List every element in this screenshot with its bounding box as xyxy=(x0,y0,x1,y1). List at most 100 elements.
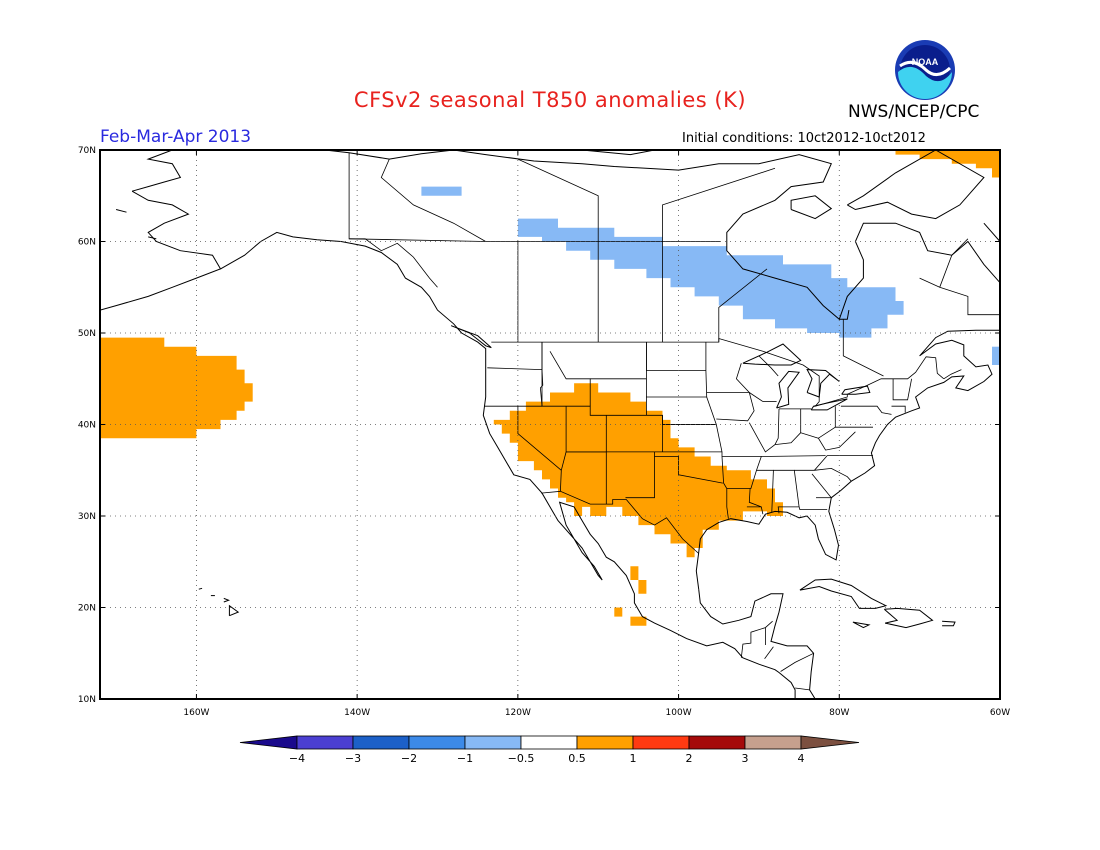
coastline-layer xyxy=(100,150,1058,699)
coastline xyxy=(1006,318,1058,363)
political-border xyxy=(549,351,591,407)
political-border xyxy=(625,451,655,499)
longitude-tick-label: 100W xyxy=(666,708,692,718)
colorbar-segment xyxy=(576,735,634,750)
coastline xyxy=(115,209,127,213)
coastline xyxy=(533,150,655,156)
political-border xyxy=(919,277,940,288)
map-panel: 70N 60N 50N 40N 30N 20N 10N 160W 140W 120W 100W 80W… xyxy=(78,146,1058,718)
longitude-tick-label: 80W xyxy=(829,708,849,718)
colorbar-segment xyxy=(520,735,578,750)
axis-tick-layer: 70N 60N 50N 40N 30N 20N 10N 160W 140W 120W 100W 80W… xyxy=(78,146,1010,718)
political-border xyxy=(380,158,486,242)
coastline xyxy=(451,325,492,349)
colorbar-label: 0.5 xyxy=(568,752,586,765)
political-border xyxy=(705,342,729,519)
colorbar-arrow-high xyxy=(800,735,860,750)
political-border xyxy=(891,405,906,413)
coastline xyxy=(228,604,240,617)
political-border xyxy=(662,167,776,242)
political-border xyxy=(748,488,762,508)
political-border xyxy=(541,490,699,554)
coastline xyxy=(698,589,816,699)
colorbar-label: −1 xyxy=(457,752,473,765)
coastline xyxy=(776,370,801,409)
coastline xyxy=(148,236,157,240)
coastline xyxy=(839,310,850,320)
political-border xyxy=(718,268,768,343)
longitude-tick-label: 120W xyxy=(505,708,531,718)
initial-conditions: Initial conditions: 10ct2012-10ct2012 xyxy=(682,131,926,146)
colorbar-label: −3 xyxy=(345,752,361,765)
political-border xyxy=(560,406,567,492)
coastline xyxy=(883,607,934,629)
greenland-warm-region xyxy=(895,150,1000,178)
coastline xyxy=(841,385,871,395)
latitude-tick-label: 70N xyxy=(78,146,96,156)
political-border xyxy=(764,646,774,659)
political-border xyxy=(892,378,912,401)
colorbar-label: 4 xyxy=(798,752,805,765)
coastline xyxy=(942,620,956,627)
latitude-tick-label: 40N xyxy=(78,421,96,431)
colorbar-segment xyxy=(632,735,690,750)
political-border xyxy=(654,456,723,484)
political-border xyxy=(834,406,873,428)
coastline xyxy=(806,369,840,398)
latitude-tick-label: 60N xyxy=(78,238,96,248)
political-border xyxy=(539,369,544,407)
colorbar-segment xyxy=(688,735,746,750)
canada-cool-region xyxy=(517,218,904,338)
political-border xyxy=(590,451,607,505)
political-border xyxy=(746,506,764,515)
colorbar-label: 2 xyxy=(686,752,693,765)
political-border xyxy=(517,406,562,471)
coastline xyxy=(223,597,231,603)
mexico-pacific-warm-1-region xyxy=(630,566,647,594)
colorbar: −4 −3 −2 −1 −0.5 0.5 1 2 3 4 xyxy=(239,735,860,765)
map-frame xyxy=(99,149,1001,700)
colorbar-segment xyxy=(352,735,410,750)
political-border xyxy=(842,319,884,377)
political-border xyxy=(773,469,800,514)
political-border xyxy=(749,392,764,402)
political-border xyxy=(756,469,774,513)
colorbar-label: −2 xyxy=(401,752,417,765)
coastline xyxy=(198,587,203,590)
colorbar-label: 3 xyxy=(742,752,749,765)
mexico-pacific-warm-2-region xyxy=(614,607,623,617)
political-border xyxy=(798,506,828,510)
political-border xyxy=(716,363,755,422)
coastline xyxy=(810,398,848,411)
north-pacific-warm-region xyxy=(100,337,253,439)
western-us-mexico-warm-region xyxy=(493,383,783,558)
colorbar-label: 1 xyxy=(630,752,637,765)
political-border xyxy=(774,432,801,445)
longitude-tick-label: 160W xyxy=(183,708,209,718)
political-border xyxy=(541,342,717,425)
latitude-tick-label: 50N xyxy=(78,329,96,339)
political-border xyxy=(758,355,779,377)
coastline xyxy=(799,578,888,609)
political-border xyxy=(748,408,780,453)
political-border xyxy=(943,369,962,380)
political-border xyxy=(517,158,599,242)
coastline xyxy=(100,190,222,311)
political-border xyxy=(348,152,438,288)
mexico-pacific-warm-3-region xyxy=(630,616,647,626)
colorbar-arrow-low xyxy=(239,735,298,750)
political-border xyxy=(840,405,892,415)
coastline xyxy=(220,231,796,699)
graticule-layer xyxy=(100,150,1000,699)
political-border xyxy=(662,241,721,343)
colorbar-segment xyxy=(296,735,354,750)
forecast-period: Feb-Mar-Apr 2013 xyxy=(100,127,252,147)
coastline xyxy=(983,222,1000,242)
coastline xyxy=(847,150,985,220)
chart-title: CFSv2 seasonal T850 anomalies (K) xyxy=(353,88,747,112)
agency-label: NWS/NCEP/CPC xyxy=(848,102,980,122)
colorbar-segment xyxy=(464,735,522,750)
political-border xyxy=(487,367,543,370)
yukon-cool-region xyxy=(421,186,462,196)
political-border xyxy=(939,238,1000,316)
